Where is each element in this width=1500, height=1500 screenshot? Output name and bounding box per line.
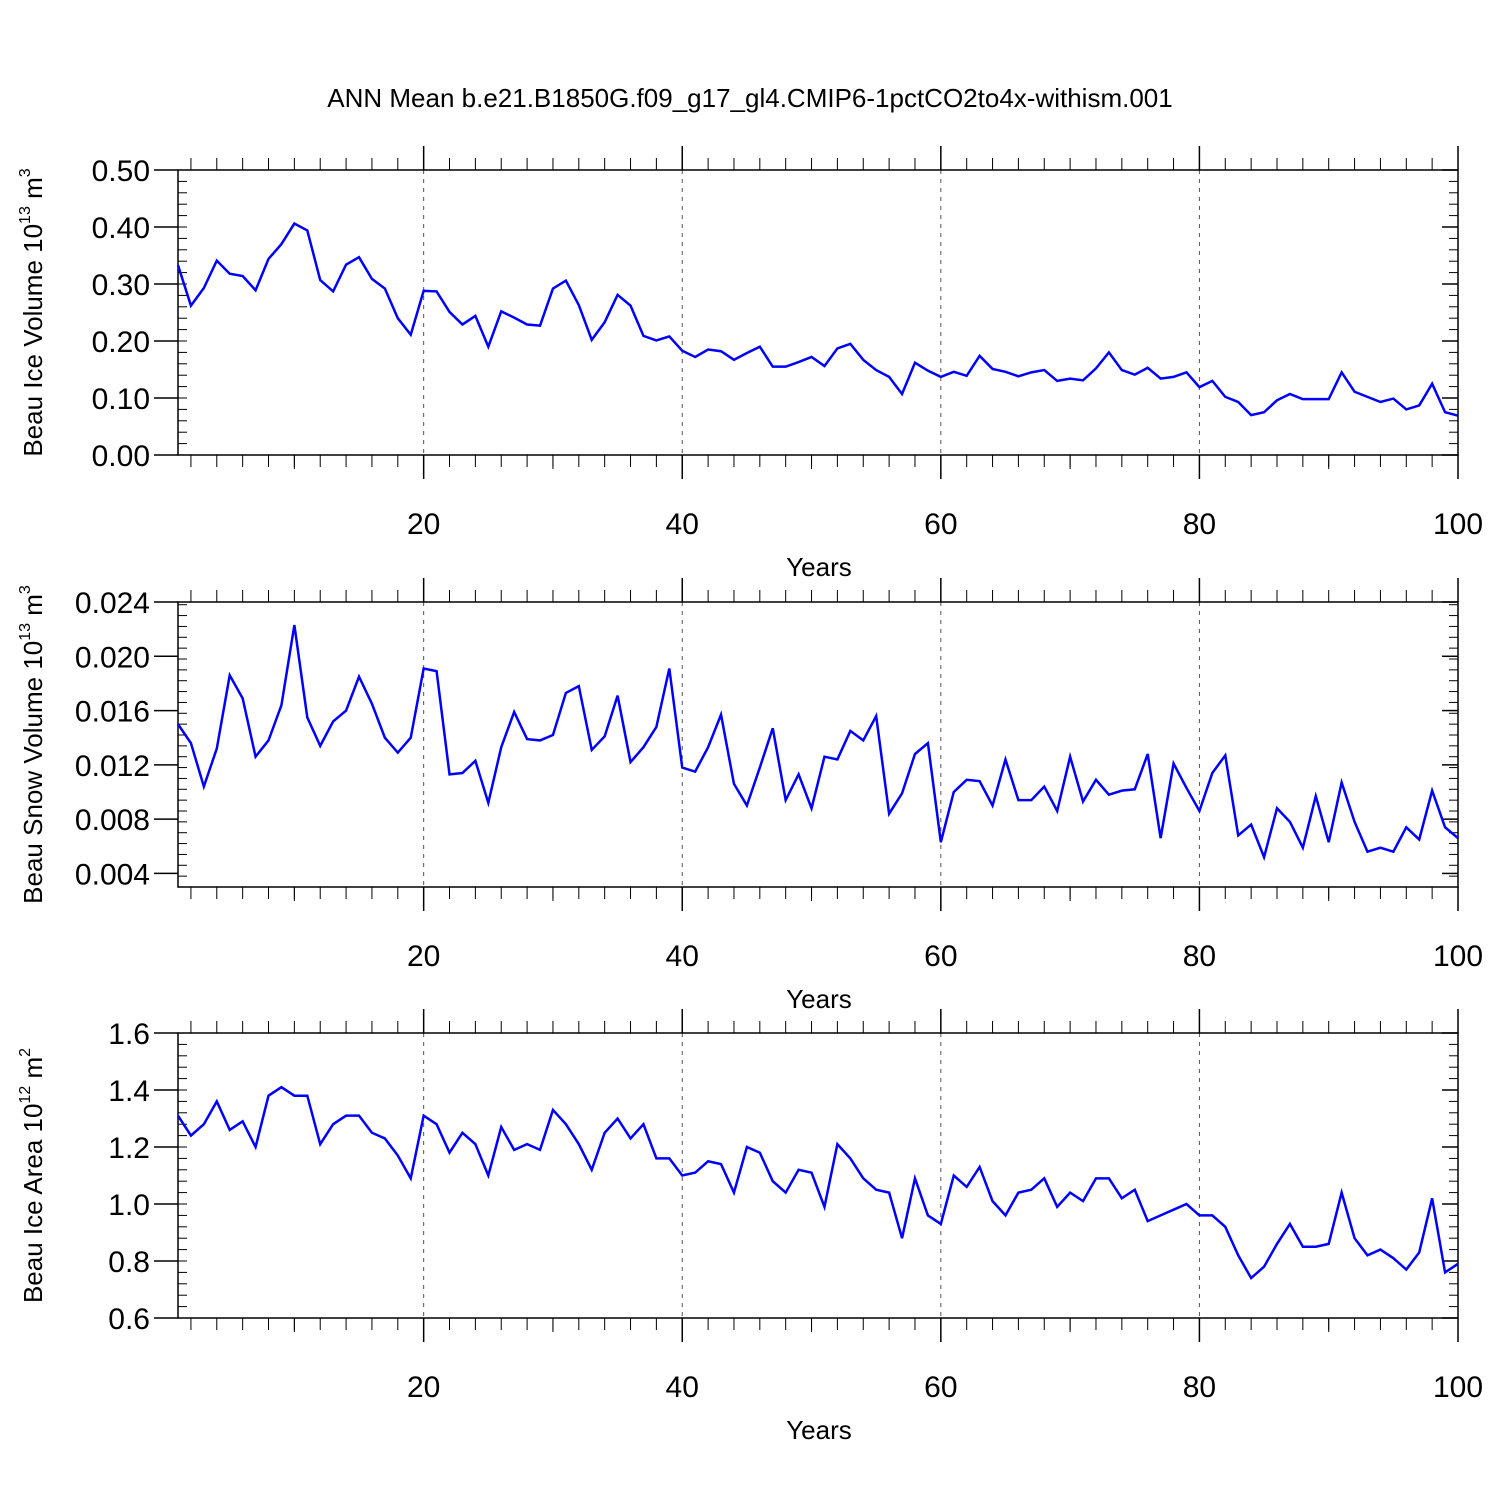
y-axis-label-part: 2 <box>17 1048 34 1057</box>
chart-panel-3: 0.6 0.8 1.0 1.2 1.4 1.6 20 40 60 80 100 Years Beau I… <box>17 1009 1483 1445</box>
y-tick-label: 1.6 <box>108 1018 150 1051</box>
x-tick-label: 20 <box>407 508 440 541</box>
y-tick-label: 0.008 <box>75 804 150 837</box>
plot-frame <box>177 1032 1459 1319</box>
y-axis-label-part: 13 <box>17 206 34 224</box>
chart-panel-1: 0.00 0.10 0.20 0.30 0.40 0.50 20 40 60 80 100 Years… <box>17 146 1483 582</box>
y-tick-label: 1.4 <box>108 1075 150 1108</box>
y-axis-label-part: Beau Ice Volume 10 <box>18 224 48 457</box>
x-tick-label: 60 <box>924 508 957 541</box>
y-tick-label: 0.004 <box>75 858 150 891</box>
y-tick-label: 0.30 <box>92 269 150 302</box>
y-tick-label: 0.016 <box>75 696 150 729</box>
y-axis-label-part: m <box>18 177 48 206</box>
y-axis-label-part: 3 <box>17 168 34 177</box>
y-tick-label: 0.012 <box>75 750 150 783</box>
y-tick-label: 0.20 <box>92 326 150 359</box>
y-axis-label-part: 12 <box>17 1086 34 1104</box>
series-line <box>176 221 1459 417</box>
x-tick-label: 20 <box>407 1371 440 1404</box>
y-axis-label-part: Beau Ice Area 10 <box>18 1104 48 1303</box>
x-tick-label: 40 <box>666 1371 699 1404</box>
y-axis-label-part: m <box>18 594 48 623</box>
y-tick-label: 0.024 <box>75 587 150 620</box>
y-axis-label-part: Beau Snow Volume 10 <box>18 641 48 904</box>
series-line <box>176 624 1459 862</box>
y-tick-label: 1.0 <box>108 1189 150 1222</box>
x-axis-label: Years <box>786 1415 852 1445</box>
x-tick-label: 80 <box>1183 940 1216 973</box>
x-tick-label: 100 <box>1433 1371 1483 1404</box>
y-tick-label: 0.00 <box>92 440 150 473</box>
x-tick-label: 40 <box>666 508 699 541</box>
panels: 0.00 0.10 0.20 0.30 0.40 0.50 20 40 60 80 100 Years… <box>17 146 1483 1445</box>
y-tick-label: 0.50 <box>92 155 150 188</box>
series-line <box>176 1085 1459 1281</box>
y-tick-label: 1.2 <box>108 1132 150 1165</box>
y-tick-label: 0.020 <box>75 641 150 674</box>
plot-frame <box>177 169 1459 456</box>
y-axis-label-part: m <box>18 1057 48 1086</box>
x-tick-label: 60 <box>924 1371 957 1404</box>
x-axis-label: Years <box>786 552 852 582</box>
y-tick-label: 0.8 <box>108 1246 150 1279</box>
y-axis-label: Beau Snow Volume 1013 m3 <box>17 585 48 904</box>
x-tick-label: 20 <box>407 940 440 973</box>
plot-frame <box>177 601 1459 888</box>
y-axis-label: Beau Ice Volume 1013 m3 <box>17 168 48 456</box>
x-tick-label: 100 <box>1433 508 1483 541</box>
figure-title: ANN Mean b.e21.B1850G.f09_g17_gl4.CMIP6-… <box>327 83 1172 113</box>
x-tick-label: 80 <box>1183 508 1216 541</box>
y-tick-label: 0.6 <box>108 1303 150 1336</box>
x-axis-label: Years <box>786 984 852 1014</box>
y-axis-label: Beau Ice Area 1012 m2 <box>17 1048 48 1303</box>
chart-panel-2: 0.004 0.008 0.012 0.016 0.020 0.024 20 40 60 80 10… <box>17 578 1483 1014</box>
x-tick-label: 80 <box>1183 1371 1216 1404</box>
x-tick-label: 40 <box>666 940 699 973</box>
y-axis-label-part: 13 <box>17 623 34 641</box>
y-axis-label-part: 3 <box>17 585 34 594</box>
y-tick-label: 0.10 <box>92 383 150 416</box>
x-tick-label: 60 <box>924 940 957 973</box>
y-tick-label: 0.40 <box>92 212 150 245</box>
x-tick-label: 100 <box>1433 940 1483 973</box>
